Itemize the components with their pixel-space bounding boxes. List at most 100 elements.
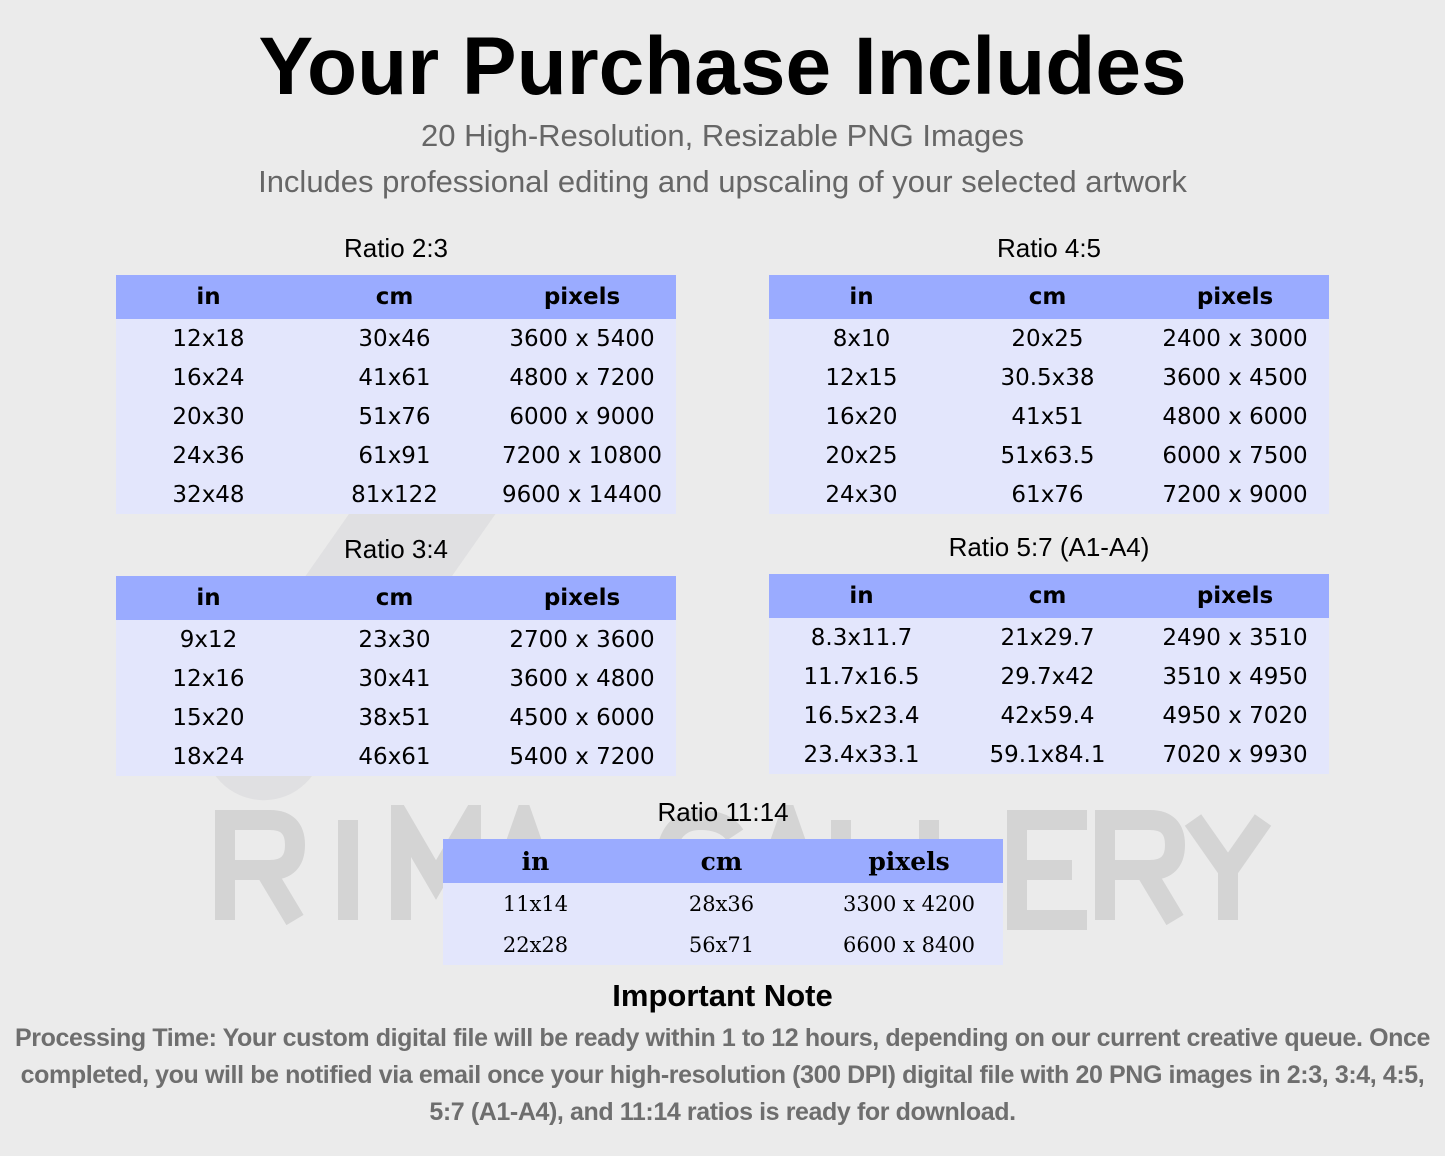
table-cell: 6600 x 8400	[842, 932, 976, 957]
table-header-row: in cm pixels	[769, 574, 1329, 618]
table-cell: 30.5x38	[1000, 364, 1095, 391]
table-header-row: in cm pixels	[116, 576, 676, 620]
table-cell: 32x48	[172, 481, 245, 508]
table-cell: 12x15	[825, 364, 898, 391]
column-header: pixels	[1196, 583, 1274, 609]
column-header: in	[196, 284, 221, 310]
table-cell: 8x10	[832, 325, 891, 352]
table-row: 12x15 30.5x38 3600 x 4500	[769, 358, 1329, 397]
table-cell: 11.7x16.5	[803, 663, 920, 690]
subtitle-images: 20 High-Resolution, Resizable PNG Images	[420, 118, 1025, 153]
table-ratio-11-14: Ratio 11:14 in cm pixels 11x14 28x36 3300 x 42…	[443, 797, 1003, 965]
column-header: pixels	[1196, 284, 1274, 310]
table-cell: 16.5x23.4	[803, 702, 920, 729]
table-ratio-4-5: Ratio 4:5 in cm pixels 8x10 20x25 2400 x 3000 1…	[769, 233, 1329, 514]
column-header: in	[521, 846, 550, 876]
table-row: 22x28 56x71 6600 x 8400	[443, 924, 1003, 965]
table-cell: 9x12	[179, 626, 238, 653]
size-table: in cm pixels 8x10 20x25 2400 x 3000 12x15 30.5x…	[769, 275, 1329, 514]
table-title: Ratio 5:7 (A1-A4)	[948, 532, 1150, 562]
table-cell: 11x14	[502, 891, 569, 916]
table-cell: 5400 x 7200	[509, 743, 655, 770]
table-cell: 81x122	[351, 481, 438, 508]
table-ratio-2-3: Ratio 2:3 in cm pixels 12x18 30x46 3600 x 5400…	[116, 233, 676, 514]
column-header: cm	[375, 585, 414, 611]
watermark-letter	[1095, 810, 1186, 926]
table-row: 8x10 20x25 2400 x 3000	[769, 319, 1329, 358]
table-row: 23.4x33.1 59.1x84.1 7020 x 9930	[769, 735, 1329, 774]
table-title: Ratio 11:14	[657, 797, 789, 827]
table-title: Ratio 3:4	[343, 534, 449, 564]
table-cell: 41x51	[1011, 403, 1084, 430]
table-cell: 61x76	[1011, 481, 1084, 508]
table-row: 16x20 41x51 4800 x 6000	[769, 397, 1329, 436]
note-text: Processing Time: Your custom digital fil…	[15, 1024, 1430, 1126]
table-row: 16x24 41x61 4800 x 7200	[116, 358, 676, 397]
table-cell: 20x30	[172, 403, 245, 430]
column-header: in	[196, 585, 221, 611]
column-header: pixels	[543, 585, 621, 611]
size-table: in cm pixels 11x14 28x36 3300 x 4200 22x28 56x7…	[443, 839, 1003, 965]
table-row: 24x36 61x91 7200 x 10800	[116, 436, 676, 475]
size-table: in cm pixels 12x18 30x46 3600 x 5400 16x24 41x6…	[116, 275, 676, 514]
table-row: 32x48 81x122 9600 x 14400	[116, 475, 676, 514]
table-cell: 2700 x 3600	[509, 626, 655, 653]
watermark-letter	[1007, 810, 1087, 930]
table-cell: 61x91	[358, 442, 431, 469]
table-cell: 38x51	[358, 704, 431, 731]
table-row: 20x25 51x63.5 6000 x 7500	[769, 436, 1329, 475]
table-row: 15x20 38x51 4500 x 6000	[116, 698, 676, 737]
table-cell: 16x24	[172, 364, 245, 391]
table-cell: 46x61	[358, 743, 431, 770]
table-cell: 24x36	[172, 442, 245, 469]
table-row: 24x30 61x76 7200 x 9000	[769, 475, 1329, 514]
table-cell: 20x25	[825, 442, 898, 469]
column-header: in	[849, 583, 874, 609]
table-cell: 9600 x 14400	[502, 481, 662, 508]
table-cell: 56x71	[688, 932, 755, 957]
note-heading: Important Note	[612, 978, 833, 1013]
table-cell: 3600 x 5400	[509, 325, 655, 352]
column-header: pixels	[543, 284, 621, 310]
table-cell: 42x59.4	[1000, 702, 1095, 729]
table-row: 20x30 51x76 6000 x 9000	[116, 397, 676, 436]
table-cell: 2490 x 3510	[1162, 624, 1308, 651]
table-cell: 51x76	[358, 403, 431, 430]
table-cell: 29.7x42	[1000, 663, 1095, 690]
size-table: in cm pixels 9x12 23x30 2700 x 3600 12x16 30x41…	[116, 576, 676, 776]
table-cell: 59.1x84.1	[989, 741, 1106, 768]
table-cell: 41x61	[358, 364, 431, 391]
table-cell: 3510 x 4950	[1162, 663, 1308, 690]
table-cell: 16x20	[825, 403, 898, 430]
size-table: in cm pixels 8.3x11.7 21x29.7 2490 x 3510 11.7…	[769, 574, 1329, 774]
table-row: 16.5x23.4 42x59.4 4950 x 7020	[769, 696, 1329, 735]
subtitle-editing: Includes professional editing and upscal…	[258, 164, 1187, 199]
table-cell: 24x30	[825, 481, 898, 508]
table-cell: 3600 x 4500	[1162, 364, 1308, 391]
table-cell: 4950 x 7020	[1162, 702, 1308, 729]
table-cell: 6000 x 7500	[1162, 442, 1308, 469]
table-row: 12x18 30x46 3600 x 5400	[116, 319, 676, 358]
table-row: 11.7x16.5 29.7x42 3510 x 4950	[769, 657, 1329, 696]
table-cell: 51x63.5	[1000, 442, 1095, 469]
table-cell: 23.4x33.1	[803, 741, 920, 768]
table-cell: 28x36	[688, 891, 755, 916]
table-row: 9x12 23x30 2700 x 3600	[116, 620, 676, 659]
table-row: 8.3x11.7 21x29.7 2490 x 3510	[769, 618, 1329, 657]
table-cell: 7200 x 9000	[1162, 481, 1308, 508]
column-header: pixels	[868, 846, 950, 876]
table-cell: 15x20	[172, 704, 245, 731]
table-cell: 4800 x 7200	[509, 364, 655, 391]
table-header-row: in cm pixels	[769, 275, 1329, 319]
table-cell: 4500 x 6000	[509, 704, 655, 731]
table-cell: 22x28	[502, 932, 569, 957]
table-cell: 3600 x 4800	[509, 665, 655, 692]
table-cell: 30x41	[358, 665, 431, 692]
table-title: Ratio 2:3	[343, 233, 449, 263]
table-cell: 3300 x 4200	[842, 891, 976, 916]
table-cell: 30x46	[358, 325, 431, 352]
table-cell: 6000 x 9000	[509, 403, 655, 430]
table-cell: 20x25	[1011, 325, 1084, 352]
table-ratio-5-7: Ratio 5:7 (A1-A4) in cm pixels 8.3x11.7 21x29…	[769, 532, 1329, 774]
column-header: in	[849, 284, 874, 310]
